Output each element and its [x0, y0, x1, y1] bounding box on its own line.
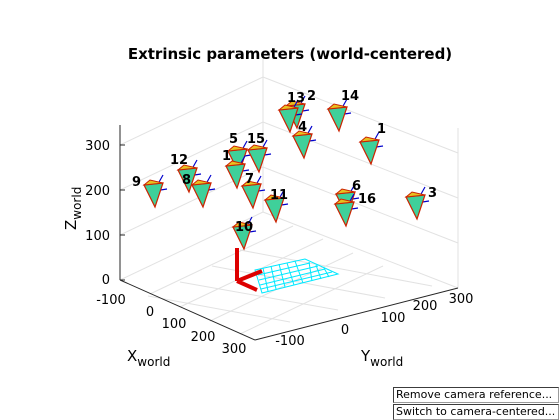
camera-label: 3	[428, 186, 437, 201]
x-tick-label: 0	[146, 305, 154, 320]
z-tick-label: 300	[85, 139, 110, 154]
x-axis-label-main: X	[127, 347, 137, 365]
y-tick-label: 300	[449, 292, 474, 307]
world-origin-axes	[235, 248, 263, 292]
camera-label: 12	[170, 153, 188, 168]
x-tick-label: 100	[162, 317, 187, 332]
camera-labels: 1 2 3 4 5 6 7 8 9 10 11 12 13 14 15 16 1	[132, 89, 437, 235]
camera-label: 11	[270, 188, 288, 203]
y-tick-label: 0	[341, 323, 349, 338]
camera-label: 13	[287, 91, 305, 106]
y-tick-labels: -100 0 100 200 300	[275, 292, 473, 349]
y-tick-label: 200	[413, 299, 438, 314]
z-tick-labels: 300 200 100 0	[85, 139, 110, 288]
camera-label: 1	[377, 122, 386, 137]
camera-label: 4	[298, 120, 307, 135]
camera-label: 15	[247, 132, 265, 147]
camera-label: 2	[307, 89, 316, 104]
x-axis-label: Xworld	[127, 347, 170, 369]
camera-label: 5	[229, 132, 238, 147]
x-tick-label: 300	[222, 342, 247, 357]
z-tick-label: 200	[85, 184, 110, 199]
z-tick-label: 100	[85, 229, 110, 244]
camera-label: 7	[245, 172, 254, 187]
x-axis-label-sub: world	[137, 355, 170, 369]
camera-label: 6	[352, 179, 361, 194]
camera-label: 8	[182, 173, 191, 188]
y-tick-label: -100	[275, 334, 305, 349]
plot-title: Extrinsic parameters (world-centered)	[128, 45, 452, 63]
camera-label: 1	[222, 149, 231, 164]
y-axis-label: Yworld	[360, 347, 403, 369]
switch-camera-centered-button[interactable]: Switch to camera-centered...	[393, 404, 559, 420]
calibration-board	[254, 258, 340, 294]
z-axis-label-main: Z	[62, 220, 80, 230]
camera-label: 9	[132, 175, 141, 190]
x-tick-label: -100	[96, 293, 126, 308]
axes-gridlines	[119, 55, 459, 335]
y-axis-label-main: Y	[360, 347, 371, 365]
camera-label: 14	[341, 89, 359, 104]
axes-box	[119, 125, 459, 341]
x-tick-label: 200	[191, 330, 216, 345]
z-axis-label-sub: world	[70, 187, 84, 220]
camera-label: 16	[358, 192, 376, 207]
tick-marks	[120, 144, 125, 281]
x-tick-labels: -100 0 100 200 300	[96, 293, 246, 357]
camera-label: 10	[235, 220, 253, 235]
y-tick-label: 100	[381, 311, 406, 326]
camera-icon	[405, 186, 430, 220]
remove-camera-reference-button[interactable]: Remove camera reference...	[393, 387, 559, 403]
z-axis-label: Zworld	[62, 187, 84, 230]
y-axis-label-sub: world	[370, 355, 403, 369]
z-tick-label: 0	[102, 273, 110, 288]
camera-icon	[143, 174, 168, 208]
